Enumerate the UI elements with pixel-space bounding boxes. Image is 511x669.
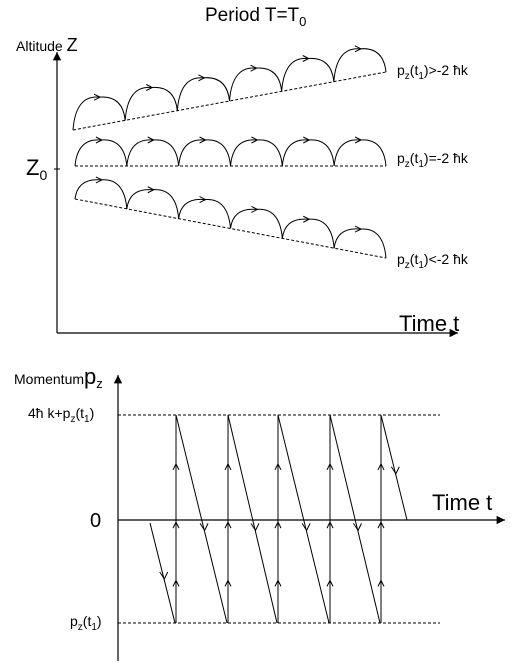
kick-arrow	[377, 579, 385, 587]
momentum-drop	[149, 522, 176, 624]
momentum-drop	[329, 414, 381, 624]
time-label-top: Time t	[399, 311, 459, 336]
arc-direction-arrow	[303, 215, 311, 223]
momentum-drop	[277, 414, 330, 624]
kick-arrow	[377, 521, 385, 529]
bounce-arc	[178, 139, 231, 167]
bounce-arcs-falling	[74, 176, 387, 259]
kick-arrow	[377, 462, 385, 471]
kick-arrow	[224, 579, 232, 587]
arc-direction-arrow	[95, 136, 104, 144]
bounce-arcs-flat	[74, 136, 387, 167]
altitude-axis-label: Altitude Z	[16, 35, 78, 55]
bounce-arc	[230, 139, 283, 167]
bounce-arc	[126, 189, 180, 219]
drop-arrow	[390, 466, 400, 475]
lower-level-label: pz(t1)	[70, 613, 102, 633]
momentum-drop	[380, 414, 408, 521]
kick-arrow	[172, 579, 180, 587]
bounce-arc	[74, 179, 128, 209]
drop-arrow	[301, 523, 311, 532]
arc-direction-arrow	[146, 84, 154, 91]
kick-arrow	[274, 579, 282, 587]
arc-direction-arrow	[354, 45, 363, 53]
arc-direction-arrow	[251, 205, 259, 213]
arc-direction-arrow	[250, 64, 258, 72]
momentum-sawtooth	[149, 414, 408, 624]
kick-arrow	[326, 462, 334, 471]
drop-arrow	[353, 523, 362, 532]
arc-direction-arrow	[303, 136, 311, 144]
arc-direction-arrow	[199, 136, 207, 144]
kick-arrow	[274, 462, 282, 471]
kick-arrow	[172, 521, 180, 529]
arc-direction-arrow	[354, 225, 363, 233]
bounce-arc	[333, 228, 387, 259]
zero-label: 0	[90, 510, 101, 532]
bounce-arc	[126, 139, 180, 167]
drop-arrow	[199, 523, 209, 532]
kick-arrow	[172, 462, 180, 471]
arc-direction-arrow	[199, 196, 207, 204]
kick-arrow	[224, 521, 232, 529]
line-label-rising: pz(t1)>-2 ħk	[397, 62, 469, 82]
bounce-arc	[281, 139, 335, 167]
bounce-arc	[281, 57, 335, 92]
bounce-arc	[74, 139, 128, 167]
drop-arrow	[159, 571, 169, 581]
arc-direction-arrow	[93, 93, 102, 101]
bounce-arc	[281, 218, 335, 249]
momentum-drop	[175, 414, 228, 624]
momentum-drop	[227, 414, 278, 624]
bounce-arc	[333, 139, 387, 167]
upper-level-label: 4ħ k+pz(t1)	[28, 405, 94, 425]
arc-direction-arrow	[95, 176, 104, 184]
arc-direction-arrow	[251, 136, 259, 144]
bounce-arcs-rising	[72, 45, 387, 131]
momentum-axis-label: Momentumpz	[14, 364, 103, 391]
bounce-arc	[230, 208, 283, 239]
line-label-falling: pz(t1)<-2 ħk	[397, 251, 469, 271]
line-label-flat: pz(t1)=-2 ħk	[397, 150, 469, 170]
arc-direction-arrow	[198, 74, 206, 82]
kick-arrow	[274, 521, 282, 529]
kick-arrow	[326, 521, 334, 529]
arc-direction-arrow	[147, 186, 155, 194]
time-label-bottom: Time t	[432, 490, 492, 515]
z0-label: Z0	[26, 155, 47, 183]
kick-arrow	[326, 579, 334, 587]
kick-arrow	[224, 462, 232, 471]
arc-direction-arrow	[147, 136, 155, 144]
arc-direction-arrow	[302, 55, 310, 62]
top-title: Period T=T0	[205, 5, 306, 29]
bounce-arc	[124, 86, 178, 121]
bounce-arc	[178, 198, 231, 229]
arc-direction-arrow	[354, 136, 363, 144]
drop-arrow	[250, 523, 260, 532]
